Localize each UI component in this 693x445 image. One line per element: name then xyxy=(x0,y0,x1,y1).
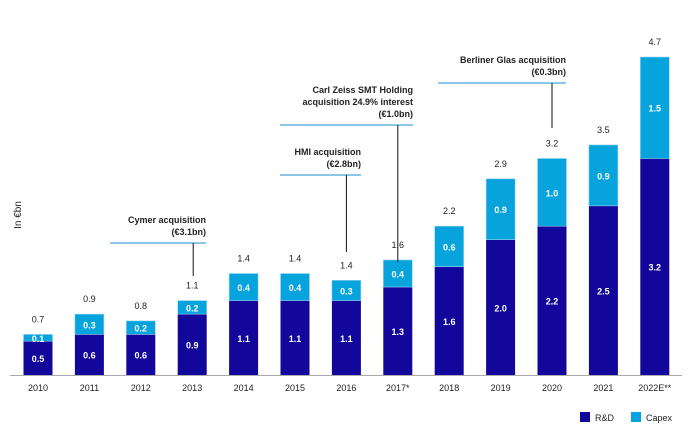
capex-data-label: 1.5 xyxy=(649,104,662,114)
capex-data-label: 0.2 xyxy=(135,324,148,334)
rd-data-label: 1.1 xyxy=(340,334,353,344)
rd-data-label: 2.0 xyxy=(494,303,507,313)
x-tick-label: 2014 xyxy=(234,383,254,393)
rd-data-label: 1.3 xyxy=(392,327,405,337)
legend-swatch-rd xyxy=(580,412,590,422)
legend: R&D Capex xyxy=(580,412,673,423)
x-tick-label: 2011 xyxy=(80,383,99,393)
total-label: 1.4 xyxy=(289,254,302,264)
bar-capex xyxy=(485,178,516,240)
x-tick-label: 2015 xyxy=(285,383,305,393)
rd-data-label: 2.2 xyxy=(546,297,559,307)
x-tick-label: 2017* xyxy=(386,383,410,393)
x-tick-label: 2013 xyxy=(182,383,202,393)
capex-data-label: 1.0 xyxy=(546,188,559,198)
total-label: 3.5 xyxy=(597,125,610,135)
total-label: 1.4 xyxy=(340,260,353,270)
capex-data-label: 0.4 xyxy=(289,283,302,293)
bar-rd xyxy=(434,266,464,375)
capex-data-label: 0.3 xyxy=(340,286,353,296)
bar-rd xyxy=(280,300,310,375)
annotation-text: (€2.8bn) xyxy=(326,159,361,169)
capex-data-label: 0.4 xyxy=(392,270,405,280)
bar-rd xyxy=(74,334,104,375)
legend-swatch-capex xyxy=(631,412,641,422)
bar-rd xyxy=(640,158,670,375)
bar-capex xyxy=(126,320,156,335)
annotation-text: (€0.3bn) xyxy=(531,67,566,77)
total-label: 0.8 xyxy=(135,301,148,311)
total-label: 1.4 xyxy=(237,254,250,264)
rd-data-label: 0.9 xyxy=(186,341,199,351)
capex-data-label: 0.9 xyxy=(597,171,610,181)
total-label: 1.1 xyxy=(186,281,199,291)
annotation-text: Berliner Glas acquisition xyxy=(460,55,566,65)
capex-data-label: 0.3 xyxy=(83,320,96,330)
annotation-text: (€3.1bn) xyxy=(171,227,206,237)
rd-data-label: 1.6 xyxy=(443,317,456,327)
y-axis-label: In €bn xyxy=(13,201,24,229)
rd-data-label: 3.2 xyxy=(649,263,662,273)
bar-rd xyxy=(229,300,259,375)
total-label: 2.9 xyxy=(494,159,507,169)
rd-data-label: 1.1 xyxy=(289,334,302,344)
annotation-text: acquisition 24.9% interest xyxy=(302,97,413,107)
bar-capex xyxy=(74,313,105,335)
rd-data-label: 0.6 xyxy=(135,351,148,361)
x-tick-label: 2016 xyxy=(336,383,356,393)
bar-capex xyxy=(434,225,465,268)
bar-rd xyxy=(23,341,53,375)
annotation-text: HMI acquisition xyxy=(294,147,361,157)
bar-rd xyxy=(126,334,156,375)
bar-capex xyxy=(280,273,310,301)
total-label: 0.9 xyxy=(83,294,96,304)
total-label: 0.7 xyxy=(32,314,45,324)
total-label: 4.7 xyxy=(649,37,662,47)
x-tick-label: 2012 xyxy=(131,383,151,393)
x-tick-label: 2019 xyxy=(491,383,511,393)
bar-capex xyxy=(177,300,207,315)
bar-capex xyxy=(537,158,567,227)
capex-data-label: 0.6 xyxy=(443,242,456,252)
bar-capex xyxy=(23,334,53,342)
bar-capex xyxy=(639,56,670,159)
capex-data-label: 0.9 xyxy=(494,205,507,215)
rd-data-label: 1.1 xyxy=(237,334,250,344)
total-label: 3.2 xyxy=(546,138,559,148)
legend-label-capex: Capex xyxy=(646,413,673,423)
capex-data-label: 0.1 xyxy=(32,334,45,344)
x-tick-label: 2018 xyxy=(439,383,459,393)
bar-capex xyxy=(382,259,413,288)
rd-data-label: 0.6 xyxy=(83,351,96,361)
legend-label-rd: R&D xyxy=(595,413,615,423)
annotation-text: (€1.0bn) xyxy=(378,109,413,119)
bar-rd xyxy=(486,239,516,375)
bar-rd xyxy=(383,287,413,375)
bar-rd xyxy=(537,226,567,375)
capex-data-label: 0.2 xyxy=(186,303,199,313)
bar-capex xyxy=(588,144,619,207)
bar-rd xyxy=(331,300,361,375)
x-tick-label: 2020 xyxy=(542,383,562,393)
rd-data-label: 2.5 xyxy=(597,286,610,296)
bar-rd xyxy=(177,314,207,375)
annotation-text: Carl Zeiss SMT Holding xyxy=(312,85,413,95)
total-label: 2.2 xyxy=(443,206,456,216)
rd-data-label: 0.5 xyxy=(32,354,45,364)
x-tick-label: 2021 xyxy=(593,383,613,393)
bar-rd xyxy=(588,205,618,375)
annotation-text: Cymer acquisition xyxy=(128,215,206,225)
bar-capex xyxy=(331,279,362,301)
x-tick-label: 2010 xyxy=(28,383,48,393)
capex-data-label: 0.4 xyxy=(237,283,250,293)
bar-capex xyxy=(228,273,259,301)
x-tick-label: 2022E** xyxy=(638,383,672,393)
